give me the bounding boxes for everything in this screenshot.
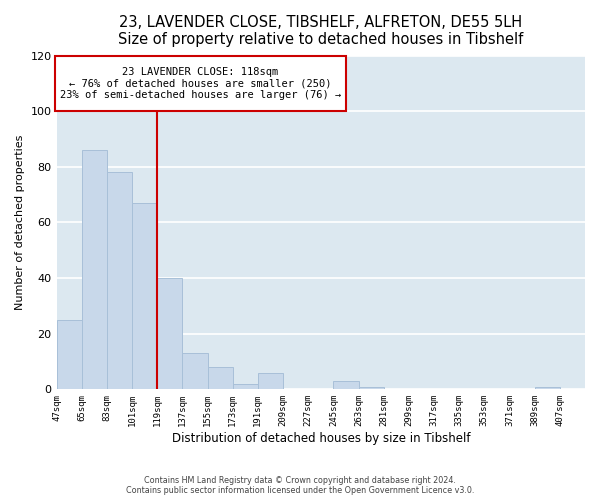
X-axis label: Distribution of detached houses by size in Tibshelf: Distribution of detached houses by size … xyxy=(172,432,470,445)
Bar xyxy=(334,381,359,390)
Bar xyxy=(233,384,258,390)
Bar xyxy=(182,353,208,390)
FancyBboxPatch shape xyxy=(55,56,346,111)
Bar xyxy=(359,386,383,390)
Bar xyxy=(157,278,182,390)
Text: 23 LAVENDER CLOSE: 118sqm
← 76% of detached houses are smaller (250)
23% of semi: 23 LAVENDER CLOSE: 118sqm ← 76% of detac… xyxy=(60,66,341,100)
Bar xyxy=(107,172,132,390)
Text: Contains HM Land Registry data © Crown copyright and database right 2024.
Contai: Contains HM Land Registry data © Crown c… xyxy=(126,476,474,495)
Title: 23, LAVENDER CLOSE, TIBSHELF, ALFRETON, DE55 5LH
Size of property relative to de: 23, LAVENDER CLOSE, TIBSHELF, ALFRETON, … xyxy=(118,15,523,48)
Bar xyxy=(56,320,82,390)
Bar xyxy=(535,386,560,390)
Bar xyxy=(208,367,233,390)
Bar xyxy=(82,150,107,390)
Bar xyxy=(258,372,283,390)
Bar xyxy=(132,203,157,390)
Y-axis label: Number of detached properties: Number of detached properties xyxy=(15,134,25,310)
